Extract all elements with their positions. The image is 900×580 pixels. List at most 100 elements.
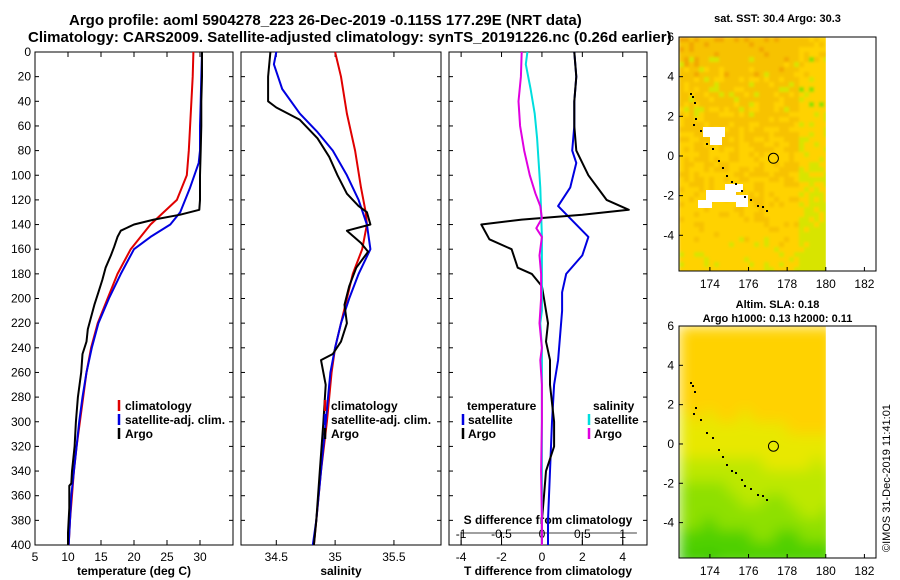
sla-map-cell: [679, 434, 692, 447]
temperature-axes-frame: [34, 51, 234, 546]
sst-map-cell: [809, 52, 815, 58]
sst-map-cell: [714, 217, 720, 223]
sst-map-cell: [804, 77, 810, 83]
sst-map-cell: [784, 72, 790, 78]
sst-map-cell: [759, 267, 765, 271]
sst-map-cell: [764, 62, 770, 68]
sst-map-cell: [699, 222, 705, 228]
sla-map-cell: [787, 350, 800, 363]
sst-map-cell: [684, 147, 690, 153]
sst-map-cell: [719, 257, 725, 263]
sst-map-cell: [784, 212, 790, 218]
sst-map-cell: [779, 67, 785, 73]
sst-map-cell: [774, 177, 780, 183]
sst-map-cell: [729, 92, 735, 98]
sst-map-cell: [779, 257, 785, 263]
sst-map-cell: [744, 162, 750, 168]
sla-map-island-mark: [693, 413, 695, 415]
sst-map-cell: [814, 207, 820, 213]
sst-map-cell: [774, 47, 780, 53]
sst-map-cell: [774, 77, 780, 83]
sst-map-cell: [754, 92, 760, 98]
sst-map-cell: [704, 262, 710, 268]
sst-map-cell: [724, 157, 730, 163]
sst-map-cell: [764, 182, 770, 188]
sst-map-cell: [699, 172, 705, 178]
sst-map-cell: [779, 217, 785, 223]
sst-map-cell: [779, 222, 785, 228]
sst-map-cell: [699, 247, 705, 253]
sst-map-argo-marker: [767, 152, 779, 164]
sst-map-cell: [704, 212, 710, 218]
sst-map-cell: [764, 177, 770, 183]
sst-map-island-mark: [722, 167, 724, 169]
sst-map-cell: [704, 232, 710, 238]
sst-map-cell: [734, 217, 740, 223]
sst-map-cell: [779, 202, 785, 208]
sst-map-cell: [764, 142, 770, 148]
sst-map-cell: [709, 232, 715, 238]
difference-axes-frame: [448, 51, 648, 546]
sst-map-cell: [739, 47, 745, 53]
sst-map-cell: [779, 192, 785, 198]
sla-map-cell: [715, 422, 728, 435]
sst-map-cell: [689, 97, 695, 103]
sst-map-cell: [759, 222, 765, 228]
sst-map-cell: [804, 242, 810, 248]
sst-map-cell: [814, 112, 820, 118]
sst-map-cell: [699, 112, 705, 118]
sst-map-cell: [789, 87, 795, 93]
sst-map-cell: [814, 67, 820, 73]
sla-map-cell: [751, 482, 764, 495]
sst-map-cell: [774, 232, 780, 238]
sla-map-cell: [739, 422, 752, 435]
sla-map-cell: [751, 446, 764, 459]
depth-tick-label: 160: [11, 242, 31, 256]
sst-map-cell: [734, 117, 740, 123]
sst-map-cell: [784, 107, 790, 113]
sst-map-cell: [704, 87, 710, 93]
sst-map-cell: [684, 167, 690, 173]
sst-map-cell: [754, 162, 760, 168]
depth-tick-label: 120: [11, 193, 31, 207]
sst-map-cell: [729, 257, 735, 263]
sst-map-cell: [749, 82, 755, 88]
sst-map-cell: [699, 252, 705, 258]
sla-map-cell: [799, 362, 812, 375]
sst-map-cell: [789, 132, 795, 138]
sst-map-cell: [704, 37, 710, 43]
sla-map-cell: [775, 338, 788, 351]
sst-map-cell: [799, 147, 805, 153]
sla-map-cell: [787, 530, 800, 543]
sst-map-cell: [784, 247, 790, 253]
sst-map-cell: [794, 57, 800, 63]
sst-map-cell: [724, 132, 730, 138]
sst-map-cell: [729, 77, 735, 83]
sst-map-cell: [764, 107, 770, 113]
depth-tick-label: 340: [11, 464, 31, 478]
sst-map-cell: [719, 217, 725, 223]
sst-map-cell: [689, 232, 695, 238]
sst-map-cell: [719, 172, 725, 178]
sst-map-cell: [789, 217, 795, 223]
sla-map-cell: [799, 398, 812, 411]
sst-map-cell: [769, 102, 775, 108]
sla-map-cell: [811, 434, 824, 447]
sst-map-cell: [734, 127, 740, 133]
sst-map-cell: [799, 107, 805, 113]
sst-map-cell: [744, 237, 750, 243]
sst-map-cell: [809, 122, 815, 128]
sst-map-cell: [679, 177, 685, 183]
sst-map-cell: [694, 142, 700, 148]
sla-map-cell: [703, 458, 716, 471]
sst-map-cell: [749, 112, 755, 118]
sst-map-cell: [769, 147, 775, 153]
sst-map-cell: [679, 167, 685, 173]
sla-map-island-mark: [757, 494, 759, 496]
sla-map-cell: [739, 362, 752, 375]
sst-map-cell: [759, 157, 765, 163]
sst-map-cell: [729, 132, 735, 138]
sst-map-cell: [729, 177, 735, 183]
sst-map-cell: [729, 212, 735, 218]
sla-map-frame: [678, 325, 877, 559]
